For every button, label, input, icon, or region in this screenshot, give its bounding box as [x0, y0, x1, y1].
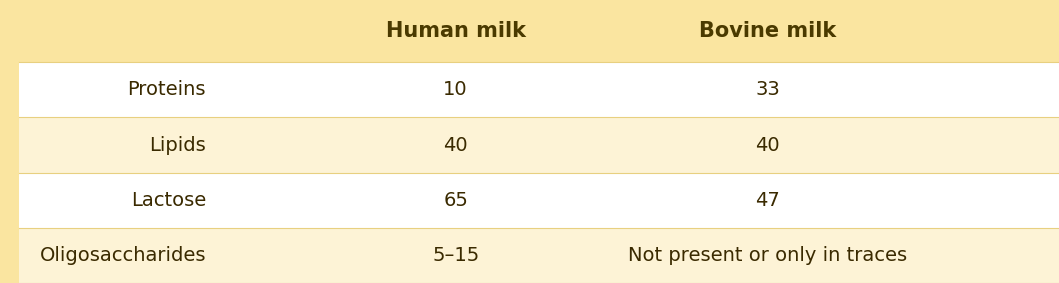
Text: Proteins: Proteins — [127, 80, 207, 99]
Text: Human milk: Human milk — [385, 21, 525, 41]
Bar — [19, 117, 1059, 173]
Text: Oligosaccharides: Oligosaccharides — [39, 246, 207, 265]
Text: 40: 40 — [755, 136, 780, 155]
Text: Lactose: Lactose — [130, 191, 207, 210]
Text: 40: 40 — [444, 136, 468, 155]
Bar — [19, 173, 1059, 228]
Text: 10: 10 — [444, 80, 468, 99]
Text: Bovine milk: Bovine milk — [699, 21, 837, 41]
Text: 65: 65 — [444, 191, 468, 210]
Text: Lipids: Lipids — [149, 136, 207, 155]
Text: 5–15: 5–15 — [432, 246, 480, 265]
Text: Not present or only in traces: Not present or only in traces — [628, 246, 908, 265]
Text: 47: 47 — [755, 191, 780, 210]
Text: 33: 33 — [755, 80, 780, 99]
Bar — [19, 0, 1059, 62]
Bar — [19, 228, 1059, 283]
Bar — [19, 62, 1059, 117]
